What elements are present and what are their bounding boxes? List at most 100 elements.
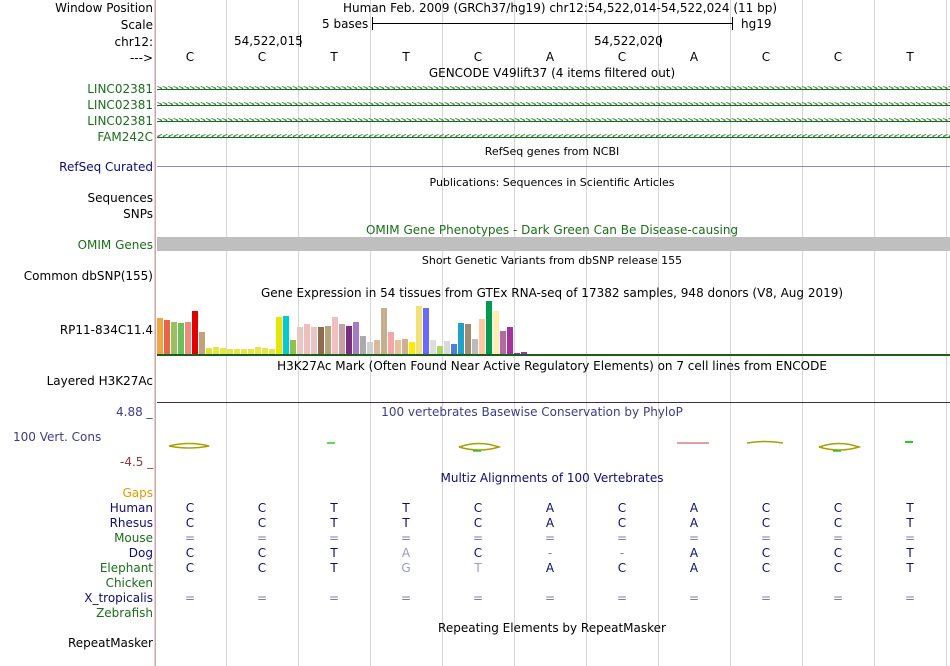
gtex-tissue-bar[interactable] [486,301,492,354]
gtex-tissue-bar[interactable] [241,349,247,354]
gene-feature-line[interactable]: >>>>>>>>>>>>>>>>>>>>>>>>>>>>>>>>>>>>>>>>… [157,100,950,110]
gtex-tissue-bar[interactable] [206,348,212,354]
gtex-tissue-bar[interactable] [388,332,394,354]
gene-label[interactable]: LINC02381 [87,114,153,128]
alignment-base: = [832,591,844,605]
dbsnp-track-title[interactable]: Short Genetic Variants from dbSNP releas… [421,254,683,267]
gtex-tissue-bar[interactable] [297,327,303,354]
gtex-tissue-bar[interactable] [409,342,415,354]
gtex-tissue-bar[interactable] [339,324,345,354]
gtex-tissue-bar[interactable] [395,340,401,354]
gtex-tissue-bar[interactable] [346,326,352,354]
gtex-tissue-bar[interactable] [248,349,254,354]
gtex-tissue-bar[interactable] [325,326,331,354]
gtex-tissue-bar[interactable] [514,353,520,354]
gtex-tissue-bar[interactable] [290,340,296,354]
refseq-track-title[interactable]: RefSeq genes from NCBI [484,145,620,158]
gtex-tissue-bar[interactable] [171,322,177,354]
gtex-tissue-bar[interactable] [227,349,233,354]
conservation-wiggle[interactable] [157,436,950,456]
gtex-tissue-bar[interactable] [430,340,436,354]
gtex-tissue-bar[interactable] [472,339,478,354]
species-label[interactable]: Dog [128,546,153,560]
gtex-tissue-bar[interactable] [199,332,205,354]
h3k27ac-label[interactable]: Layered H3K27Ac [46,374,153,388]
species-label[interactable]: Human [109,501,153,515]
gtex-tissue-bar[interactable] [255,347,261,354]
gtex-tissue-bar[interactable] [451,344,457,354]
gencode-track-title[interactable]: GENCODE V49lift37 (4 items filtered out) [428,66,676,80]
gene-feature-line[interactable]: <<<<<<<<<<<<<<<<<<<<<<<<<<<<<<<<<<<<<<<<… [157,132,950,142]
gtex-tissue-bar[interactable] [262,348,268,354]
gtex-tissue-bar[interactable] [283,316,289,354]
gtex-tissue-bar[interactable] [402,339,408,354]
gene-label[interactable]: LINC02381 [87,82,153,96]
gtex-tissue-bar[interactable] [444,341,450,354]
snps-label[interactable]: SNPs [123,207,153,221]
gtex-tissue-bar[interactable] [276,317,282,354]
label-separator [155,0,156,666]
gtex-tissue-bar[interactable] [269,349,275,354]
sequences-label[interactable]: Sequences [87,191,153,205]
cons-track-label[interactable]: 100 Vert. Cons [13,430,102,444]
alignment-base: C [257,561,267,575]
gtex-tissue-bar[interactable] [185,322,191,354]
gtex-tissue-bar[interactable] [465,324,471,354]
gtex-tissue-bar[interactable] [437,346,443,354]
gtex-tissue-bar[interactable] [213,347,219,354]
gtex-gene-label[interactable]: RP11-834C11.4 [59,323,153,337]
gene-feature-line[interactable]: >>>>>>>>>>>>>>>>>>>>>>>>>>>>>>>>>>>>>>>>… [157,116,950,126]
gtex-tissue-bar[interactable] [311,327,317,354]
dbsnp-label[interactable]: Common dbSNP(155) [23,269,153,283]
alignment-base: C [473,516,483,530]
gene-label[interactable]: FAM242C [97,130,153,144]
gtex-tissue-bar[interactable] [500,331,506,354]
gtex-tissue-bar[interactable] [192,311,198,354]
alignment-base: = [616,531,628,545]
repeatmasker-track-title[interactable]: Repeating Elements by RepeatMasker [438,621,666,635]
alignment-base: = [688,591,700,605]
omim-label[interactable]: OMIM Genes [77,238,153,252]
scale-bar-right-tick [732,17,733,30]
gtex-tissue-bar[interactable] [416,306,422,354]
gtex-tissue-bar[interactable] [220,348,226,354]
gtex-tissue-bar[interactable] [479,319,485,354]
gtex-tissue-bar[interactable] [353,322,359,354]
gtex-tissue-bar[interactable] [521,352,527,354]
gtex-tissue-bar[interactable] [507,327,513,354]
gtex-tissue-bar[interactable] [164,320,170,354]
species-label[interactable]: Zebrafish [96,606,153,620]
gtex-tissue-bar[interactable] [332,317,338,354]
omim-track-title[interactable]: OMIM Gene Phenotypes - Dark Green Can Be… [365,223,739,237]
gtex-tissue-bar[interactable] [318,327,324,354]
h3k27ac-track-title[interactable]: H3K27Ac Mark (Often Found Near Active Re… [277,359,827,373]
gtex-tissue-bar[interactable] [423,308,429,354]
base-letter: A [545,50,555,64]
gtex-tissue-bar[interactable] [178,323,184,354]
gtex-tissue-bar[interactable] [234,349,240,354]
gtex-tissue-bar[interactable] [304,324,310,354]
gtex-tissue-bar[interactable] [458,323,464,354]
repeatmasker-label[interactable]: RepeatMasker [67,636,153,650]
gtex-tissue-bar[interactable] [381,308,387,354]
gtex-tissue-bar[interactable] [493,311,499,354]
species-label[interactable]: Rhesus [109,516,153,530]
multiz-track-title[interactable]: Multiz Alignments of 100 Vertebrates [440,471,664,485]
species-label[interactable]: Gaps [122,486,153,500]
gene-feature-line[interactable]: >>>>>>>>>>>>>>>>>>>>>>>>>>>>>>>>>>>>>>>>… [157,84,950,94]
gtex-tissue-bar[interactable] [157,318,163,354]
gtex-tissue-bar[interactable] [360,336,366,354]
gene-label[interactable]: LINC02381 [87,98,153,112]
gtex-tissue-bar[interactable] [374,340,380,354]
conservation-track-title[interactable]: 100 vertebrates Basewise Conservation by… [381,405,683,419]
publications-track-title[interactable]: Publications: Sequences in Scientific Ar… [429,176,675,189]
species-label[interactable]: Elephant [99,561,153,575]
species-label[interactable]: Mouse [114,531,153,545]
species-label[interactable]: X_tropicalis [84,591,153,605]
species-label[interactable]: Chicken [105,576,153,590]
omim-gene-bar[interactable] [157,237,950,251]
gtex-tissue-bar[interactable] [367,342,373,354]
refseq-label[interactable]: RefSeq Curated [59,160,153,174]
gtex-track-title[interactable]: Gene Expression in 54 tissues from GTEx … [260,286,844,300]
